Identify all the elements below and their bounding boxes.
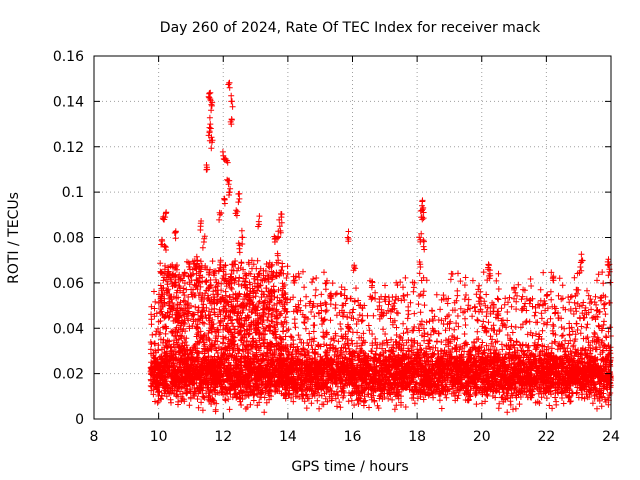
x-tick-label: 20 [473,429,491,445]
roti-scatter-markers [147,79,614,416]
x-tick-labels: 8 10 12 14 16 18 20 22 24 [90,429,620,445]
y-tick-label: 0.12 [53,140,84,156]
data-points [147,79,614,416]
x-tick-label: 12 [214,429,232,445]
y-tick-label: 0.08 [53,231,84,247]
y-tick-labels: 0 0.02 0.04 0.06 0.08 0.1 0.12 0.14 0.16 [53,49,84,428]
y-tick-label: 0.04 [53,321,84,337]
x-tick-label: 24 [602,429,620,445]
x-tick-label: 18 [408,429,426,445]
x-tick-label: 14 [279,429,297,445]
chart-title: Day 260 of 2024, Rate Of TEC Index for r… [160,20,541,36]
x-tick-label: 22 [537,429,555,445]
x-axis-label: GPS time / hours [291,459,408,475]
grid-lines [94,56,611,419]
y-tick-label: 0 [75,412,84,428]
y-tick-label: 0.06 [53,276,84,292]
x-tick-label: 10 [150,429,168,445]
axis-ticks [93,55,612,420]
y-tick-label: 0.16 [53,49,84,65]
y-tick-label: 0.1 [62,185,84,201]
y-tick-label: 0.02 [53,367,84,383]
y-tick-label: 0.14 [53,94,84,110]
x-tick-label: 16 [344,429,362,445]
x-tick-label: 8 [90,429,99,445]
y-axis-label: ROTI / TECUs [6,192,22,284]
